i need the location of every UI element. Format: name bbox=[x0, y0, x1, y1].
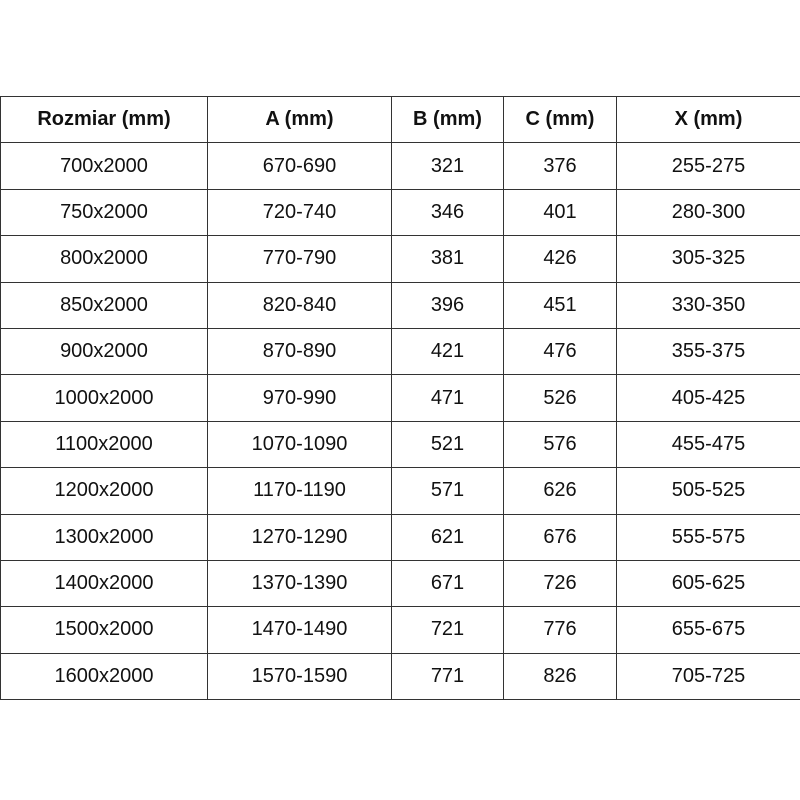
table-cell: 670-690 bbox=[207, 142, 392, 190]
table-row: 1500x2000 1470-1490 721 776 655-675 bbox=[0, 606, 800, 654]
table-cell: 1200x2000 bbox=[0, 467, 208, 515]
table-cell: 700x2000 bbox=[0, 142, 208, 190]
table-cell: 721 bbox=[391, 606, 504, 654]
table-cell: 750x2000 bbox=[0, 188, 208, 237]
table-cell: 826 bbox=[503, 652, 617, 701]
table-cell: 1270-1290 bbox=[207, 513, 392, 561]
table-cell: 705-725 bbox=[616, 652, 800, 701]
table-row: 800x2000 770-790 381 426 305-325 bbox=[0, 235, 800, 283]
table-cell: 476 bbox=[503, 327, 617, 376]
table-cell: 330-350 bbox=[616, 281, 800, 329]
table-cell: 771 bbox=[391, 652, 504, 701]
column-header: X (mm) bbox=[616, 95, 800, 144]
table-cell: 850x2000 bbox=[0, 281, 208, 329]
table-cell: 1100x2000 bbox=[0, 420, 208, 469]
table-cell: 451 bbox=[503, 281, 617, 329]
table-row: 700x2000 670-690 321 376 255-275 bbox=[0, 142, 800, 190]
table-cell: 396 bbox=[391, 281, 504, 329]
dimensions-table: Rozmiar (mm) A (mm) B (mm) C (mm) X (mm) 700… bbox=[0, 95, 800, 701]
table-cell: 280-300 bbox=[616, 188, 800, 237]
table-cell: 726 bbox=[503, 559, 617, 608]
table-cell: 621 bbox=[391, 513, 504, 561]
table-cell: 1000x2000 bbox=[0, 374, 208, 422]
table-cell: 671 bbox=[391, 559, 504, 608]
table-cell: 1370-1390 bbox=[207, 559, 392, 608]
table-cell: 576 bbox=[503, 420, 617, 469]
table-cell: 321 bbox=[391, 142, 504, 190]
table-cell: 305-325 bbox=[616, 235, 800, 283]
table-cell: 655-675 bbox=[616, 606, 800, 654]
table-cell: 1300x2000 bbox=[0, 513, 208, 561]
column-header: C (mm) bbox=[503, 95, 617, 144]
table-cell: 405-425 bbox=[616, 374, 800, 422]
table-cell: 1470-1490 bbox=[207, 606, 392, 654]
table-cell: 346 bbox=[391, 188, 504, 237]
header-row: Rozmiar (mm) A (mm) B (mm) C (mm) X (mm) bbox=[0, 95, 800, 144]
table-cell: 800x2000 bbox=[0, 235, 208, 283]
table-cell: 970-990 bbox=[207, 374, 392, 422]
table-cell: 255-275 bbox=[616, 142, 800, 190]
table-cell: 820-840 bbox=[207, 281, 392, 329]
table-cell: 355-375 bbox=[616, 327, 800, 376]
table-cell: 1500x2000 bbox=[0, 606, 208, 654]
table-cell: 900x2000 bbox=[0, 327, 208, 376]
table-cell: 1600x2000 bbox=[0, 652, 208, 701]
table-cell: 471 bbox=[391, 374, 504, 422]
table-cell: 1400x2000 bbox=[0, 559, 208, 608]
table-cell: 626 bbox=[503, 467, 617, 515]
table-cell: 770-790 bbox=[207, 235, 392, 283]
table-cell: 1570-1590 bbox=[207, 652, 392, 701]
table-cell: 605-625 bbox=[616, 559, 800, 608]
table-row: 1000x2000 970-990 471 526 405-425 bbox=[0, 374, 800, 422]
column-header: A (mm) bbox=[207, 95, 392, 144]
table-row: 1100x2000 1070-1090 521 576 455-475 bbox=[0, 420, 800, 469]
table-cell: 401 bbox=[503, 188, 617, 237]
table-cell: 555-575 bbox=[616, 513, 800, 561]
table-cell: 676 bbox=[503, 513, 617, 561]
column-header: B (mm) bbox=[391, 95, 504, 144]
table-cell: 421 bbox=[391, 327, 504, 376]
table-cell: 381 bbox=[391, 235, 504, 283]
table-cell: 526 bbox=[503, 374, 617, 422]
table-cell: 1070-1090 bbox=[207, 420, 392, 469]
table-cell: 376 bbox=[503, 142, 617, 190]
table-row: 1200x2000 1170-1190 571 626 505-525 bbox=[0, 467, 800, 515]
table-row: 1600x2000 1570-1590 771 826 705-725 bbox=[0, 652, 800, 701]
table-row: 750x2000 720-740 346 401 280-300 bbox=[0, 188, 800, 237]
column-header: Rozmiar (mm) bbox=[0, 95, 208, 144]
table-cell: 720-740 bbox=[207, 188, 392, 237]
table-row: 850x2000 820-840 396 451 330-350 bbox=[0, 281, 800, 329]
table-cell: 521 bbox=[391, 420, 504, 469]
table-cell: 1170-1190 bbox=[207, 467, 392, 515]
table-cell: 426 bbox=[503, 235, 617, 283]
table-row: 1400x2000 1370-1390 671 726 605-625 bbox=[0, 559, 800, 608]
table-cell: 455-475 bbox=[616, 420, 800, 469]
table-cell: 776 bbox=[503, 606, 617, 654]
table-cell: 571 bbox=[391, 467, 504, 515]
table-cell: 870-890 bbox=[207, 327, 392, 376]
table-row: 900x2000 870-890 421 476 355-375 bbox=[0, 327, 800, 376]
table-cell: 505-525 bbox=[616, 467, 800, 515]
table-row: 1300x2000 1270-1290 621 676 555-575 bbox=[0, 513, 800, 561]
